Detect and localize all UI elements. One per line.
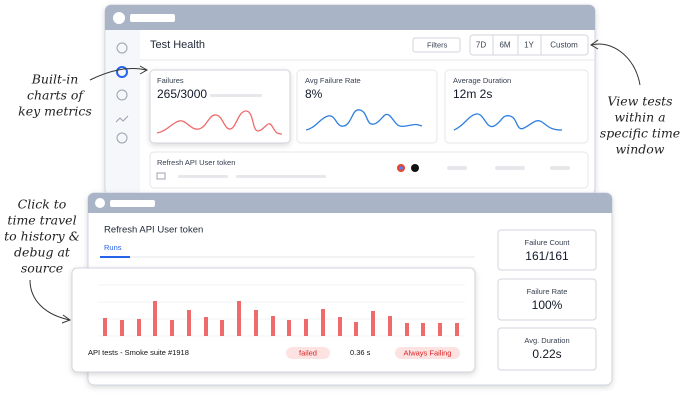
detail-title: Refresh API User token: [104, 225, 203, 236]
card-value: 12m 2s: [453, 87, 492, 101]
annotation: Built-in: [31, 72, 79, 87]
annotation: source: [21, 261, 63, 276]
card-label: Failures: [157, 76, 184, 85]
annotation: Click to: [18, 197, 67, 212]
stat-value: 100%: [532, 298, 563, 312]
card-label: Average Duration: [453, 76, 511, 85]
dashboard-window: Test Health Filters 7D 6M 1Y Custom Fail…: [104, 4, 596, 196]
annotation: debug at: [14, 245, 71, 260]
run-bars: [103, 301, 459, 336]
annotations: Built-in charts of key metrics View test…: [4, 39, 680, 324]
annotation: charts of: [27, 88, 85, 103]
stat-label: Avg. Duration: [524, 336, 569, 345]
range-button[interactable]: 6M: [499, 41, 510, 50]
annotation: View tests: [607, 94, 672, 109]
annotation: window: [616, 142, 665, 157]
annotation: within a: [614, 110, 665, 125]
status-pill: failed: [299, 348, 317, 357]
stat-label: Failure Count: [524, 238, 570, 247]
range-button[interactable]: 1Y: [524, 41, 534, 50]
row-title[interactable]: Refresh API User token: [157, 158, 235, 167]
card-value: 265/3000: [157, 87, 207, 101]
flag-pill: Always Failing: [404, 348, 452, 357]
range-button[interactable]: 7D: [476, 41, 486, 50]
dashboard-title: Test Health: [150, 39, 205, 51]
stat-value: 161/161: [525, 249, 569, 263]
annotation: key metrics: [18, 104, 92, 119]
annotation: time travel: [7, 213, 76, 228]
tab[interactable]: Runs: [104, 243, 122, 252]
duration: 0.36 s: [350, 348, 371, 357]
card-value: 8%: [305, 87, 323, 101]
filters-button[interactable]: [412, 37, 461, 53]
annotation: specific time: [600, 126, 680, 141]
stat-label: Failure Rate: [527, 287, 568, 296]
run-name[interactable]: API tests - Smoke suite #1918: [88, 348, 189, 357]
card-label: Avg Failure Rate: [305, 76, 361, 85]
filters-label[interactable]: Filters: [427, 40, 448, 49]
range-button[interactable]: Custom: [550, 41, 578, 50]
stat-value: 0.22s: [532, 347, 561, 361]
annotation: to history &: [4, 229, 80, 244]
run-card: API tests - Smoke suite #1918 failed 0.3…: [71, 267, 476, 373]
